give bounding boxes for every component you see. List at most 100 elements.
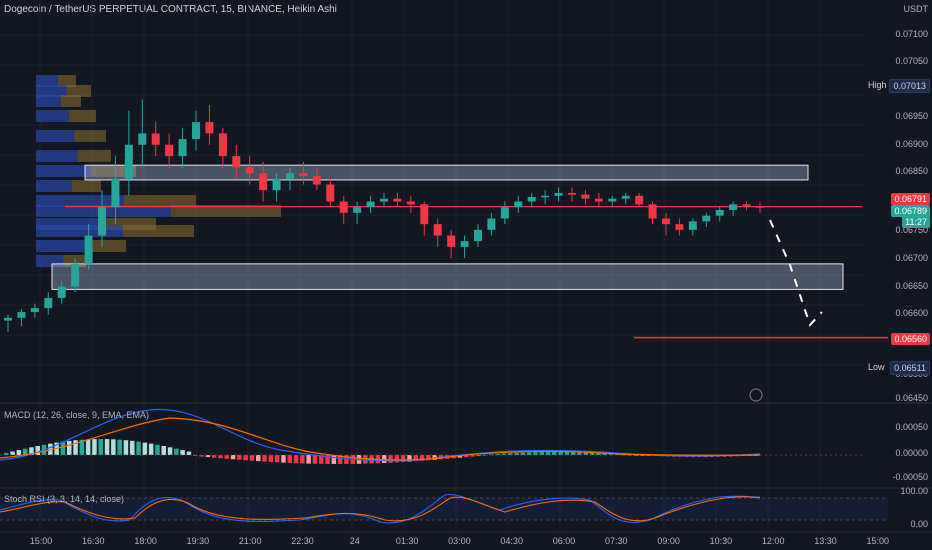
candle-body	[433, 224, 442, 236]
volume-profile-bar	[58, 75, 76, 87]
time-tick: 22:30	[291, 536, 314, 546]
macd-histogram-bar	[508, 453, 513, 455]
current-price-label: 0.06789	[891, 205, 930, 217]
candle-body	[192, 122, 200, 140]
macd-histogram-bar	[10, 451, 15, 455]
macd-histogram-bar	[615, 453, 620, 455]
macd-histogram-bar	[300, 455, 305, 464]
macd-histogram-bar	[148, 443, 154, 455]
price-tick: 0.07100	[895, 29, 928, 39]
macd-histogram-bar	[4, 453, 9, 455]
volume-profile-bar	[69, 110, 96, 122]
time-tick: 15:00	[866, 536, 890, 546]
candle-body	[98, 207, 106, 236]
time-tick: 12:00	[761, 536, 785, 546]
candle-body	[205, 122, 214, 134]
candle-body	[487, 218, 496, 230]
last-price-label: 0.06791	[891, 193, 930, 205]
macd-histogram-bar	[136, 441, 141, 455]
macd-histogram-bar	[249, 455, 255, 461]
macd-histogram-bar	[388, 455, 393, 463]
candle-body	[474, 229, 482, 242]
macd-histogram-bar	[60, 441, 66, 455]
macd-histogram-bar	[331, 455, 337, 464]
macd-histogram-bar	[583, 452, 589, 455]
low-value: 0.06511	[890, 361, 930, 375]
candle-body	[312, 175, 321, 185]
macd-histogram-bar	[73, 440, 78, 455]
high-label: High	[868, 80, 887, 90]
price-tick: 0.06600	[895, 308, 928, 318]
price-tick: 0.06900	[895, 139, 928, 149]
candle-body	[675, 224, 684, 230]
time-tick: 07:30	[605, 536, 628, 546]
price-tick: 0.06950	[895, 111, 928, 121]
candle-body	[621, 195, 630, 199]
macd-histogram-bar	[224, 455, 229, 459]
macd-histogram-bar	[281, 455, 286, 463]
candle-body	[30, 308, 39, 313]
time-tick: 24	[349, 536, 360, 546]
time-tick: 04:30	[500, 536, 523, 546]
projection-path	[769, 219, 823, 327]
volume-profile-bar	[170, 205, 281, 217]
volume-profile-bar	[36, 225, 123, 237]
stoch-tick: 0.00	[910, 519, 928, 529]
macd-histogram-bar	[211, 455, 217, 458]
macd-histogram-bar	[243, 455, 248, 461]
volume-profile-bar	[66, 85, 91, 97]
macd-histogram-bar	[602, 453, 607, 455]
time-tick: 16:30	[82, 536, 105, 546]
macd-histogram-bar	[306, 455, 311, 464]
stoch-rsi-label[interactable]: Stoch RSI (3, 3, 14, 14, close)	[4, 494, 125, 504]
chart-title: Dogecoin / TetherUS PERPETUAL CONTRACT, …	[4, 4, 337, 15]
time-tick: 15:00	[29, 536, 53, 546]
candle-body	[702, 215, 711, 222]
volume-profile-bar	[60, 95, 81, 107]
macd-histogram-bar	[262, 455, 267, 462]
macd-histogram-bar	[394, 455, 400, 463]
macd-histogram-bar	[230, 455, 236, 460]
candle-body	[756, 206, 764, 208]
macd-histogram-bar	[67, 440, 72, 455]
macd-histogram-bar	[432, 455, 437, 460]
macd-label[interactable]: MACD (12, 26, close, 9, EMA, EMA)	[4, 410, 150, 420]
macd-histogram-bar	[186, 451, 192, 455]
volume-profile-bar	[36, 85, 67, 97]
macd-histogram-bar	[463, 455, 469, 458]
macd-histogram-bar	[256, 455, 261, 462]
volume-profile-bar	[85, 240, 126, 252]
volume-profile-bar	[36, 165, 91, 177]
macd-histogram-bar	[627, 454, 633, 456]
high-value: 0.07013	[889, 79, 930, 93]
time-tick: 18:00	[134, 536, 157, 546]
macd-histogram-bar	[495, 453, 500, 455]
volume-profile-bar	[36, 75, 58, 87]
price-tick: 0.07050	[895, 56, 928, 66]
candle-body	[259, 173, 268, 191]
volume-profile-bar	[36, 150, 78, 162]
macd-histogram-bar	[400, 455, 406, 462]
candle-body	[339, 201, 348, 213]
stoch-tick: 100.00	[900, 486, 928, 496]
macd-histogram-bar	[218, 455, 223, 459]
price-tick: 0.06650	[895, 281, 928, 291]
macd-histogram-bar	[520, 452, 526, 455]
candle-body	[742, 204, 751, 207]
target-price-label: 0.06560	[891, 333, 930, 345]
candle-body	[688, 221, 697, 230]
macd-histogram-bar	[312, 455, 318, 464]
macd-histogram-bar	[476, 455, 481, 456]
candle-body	[165, 144, 174, 157]
candle-body	[541, 195, 550, 198]
time-tick: 19:30	[186, 536, 210, 546]
macd-histogram-bar	[640, 455, 645, 456]
candle-body	[4, 317, 12, 321]
price-tick: 0.06750	[895, 225, 928, 235]
macd-histogram-bar	[539, 452, 544, 455]
macd-histogram-bar	[319, 455, 324, 464]
volume-profile-bar	[124, 195, 196, 207]
candle-body	[393, 198, 402, 202]
macd-histogram-bar	[117, 439, 122, 455]
